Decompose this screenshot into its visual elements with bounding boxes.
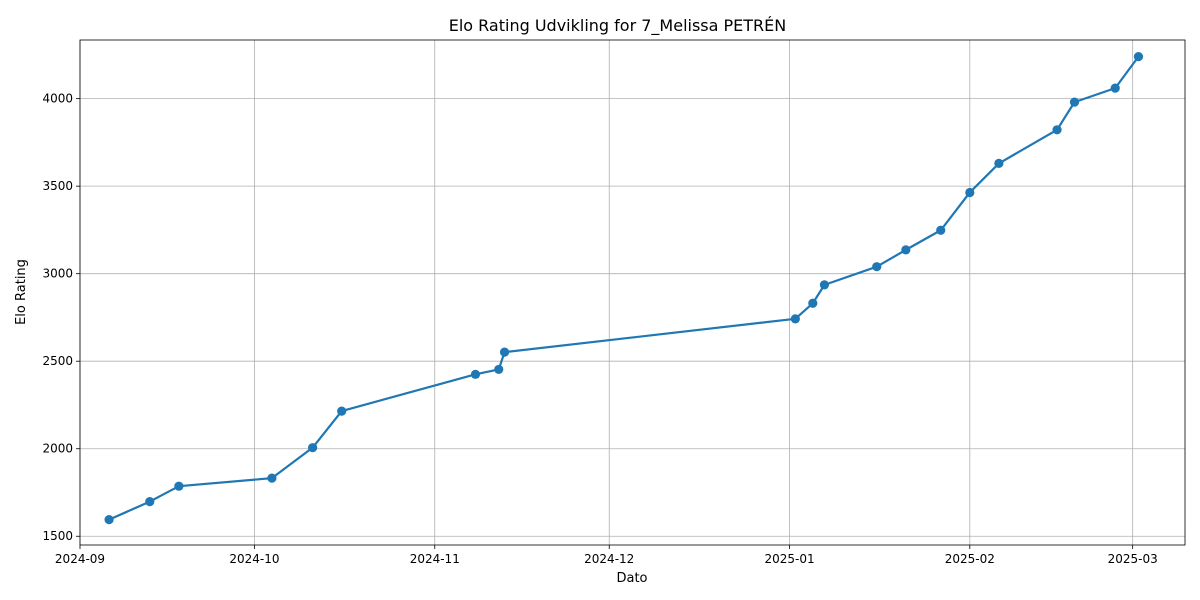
data-point	[965, 187, 975, 198]
data-series	[104, 52, 1144, 525]
x-tick-label: 2025-03	[1108, 552, 1158, 566]
data-point	[819, 280, 830, 290]
x-tick-label: 2024-10	[229, 552, 279, 566]
y-tick-label: 3500	[42, 179, 73, 193]
data-point	[145, 496, 155, 507]
data-point	[499, 347, 510, 357]
data-point	[994, 158, 1004, 169]
data-point	[337, 406, 347, 416]
x-tick-label: 2025-02	[945, 552, 995, 566]
data-point	[1110, 83, 1120, 93]
x-tick-label: 2024-12	[584, 552, 634, 566]
x-axis: 2024-09 2024-10 2024-11 2024-12 2025-01 2025-…	[55, 545, 1158, 566]
x-tick-label: 2025-01	[764, 552, 814, 566]
x-tick-label: 2024-11	[410, 552, 460, 566]
plot-area-frame	[79, 39, 1186, 546]
y-tick-label: 3000	[42, 267, 73, 281]
y-tick-label: 1500	[42, 529, 73, 543]
data-point	[494, 364, 504, 375]
chart-title: Elo Rating Udvikling for 7_Melissa PETRÉ…	[449, 16, 787, 36]
x-axis-label: Dato	[616, 571, 647, 586]
x-tick-label: 2024-09	[55, 552, 105, 566]
data-point	[790, 314, 800, 324]
y-tick-label: 4000	[42, 92, 73, 106]
y-tick-label: 2500	[42, 354, 73, 368]
data-point	[1069, 97, 1080, 107]
y-axis: 1500 2000 2500 3000 3500 4000	[42, 92, 80, 543]
data-point	[174, 481, 184, 491]
series-line	[108, 55, 1140, 521]
grid-lines	[79, 40, 1185, 545]
data-point	[470, 369, 481, 379]
data-point	[104, 515, 114, 525]
data-point	[808, 298, 818, 308]
data-point	[1133, 52, 1144, 62]
data-point	[872, 262, 882, 272]
y-tick-label: 2000	[42, 442, 73, 456]
data-point	[267, 473, 277, 483]
data-point	[936, 225, 946, 235]
data-point	[901, 245, 911, 255]
data-point	[1052, 125, 1062, 135]
data-point	[308, 443, 318, 453]
y-axis-label: Elo Rating	[14, 259, 29, 325]
